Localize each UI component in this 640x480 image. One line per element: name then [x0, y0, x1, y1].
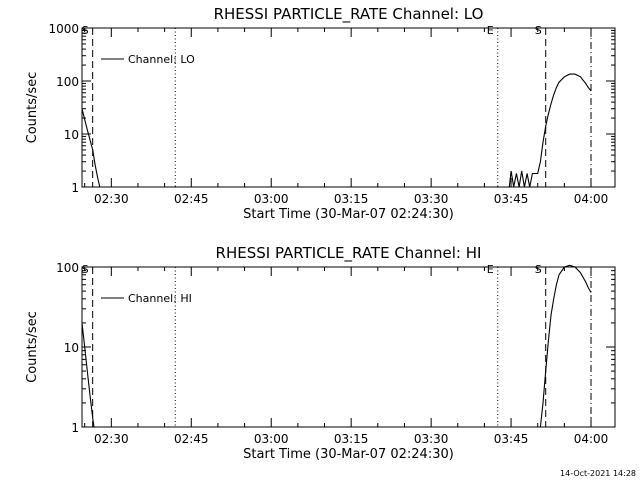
panel-2-legend-label: Channel: HI: [128, 292, 192, 305]
panel-1-series-line: [81, 108, 101, 188]
panel-1-x-tick-label: 02:30: [94, 192, 129, 206]
panel-1-y-axis-label: Counts/sec: [25, 72, 40, 144]
panel-2-x-tick-label: 04:00: [574, 432, 609, 446]
panel-1-legend-label: Channel: LO: [128, 53, 195, 66]
panel-2-x-tick-label: 02:45: [174, 432, 209, 446]
panel-2-x-tick-label: 03:00: [254, 432, 289, 446]
panel-1-y-tick-label: 1000: [48, 22, 79, 36]
panel-2-flag-e: E: [487, 263, 494, 276]
panel-1-x-tick-label: 03:45: [494, 192, 529, 206]
panel-1-flag-e: E: [487, 24, 494, 37]
panel-2-axes-frame: [81, 266, 616, 428]
panel-1-title: RHESSI PARTICLE_RATE Channel: LO: [214, 5, 484, 24]
panel-1-series-line: [508, 73, 592, 188]
footer-timestamp: 14-Oct-2021 14:28: [560, 469, 636, 478]
panel-1-flag-s: S: [535, 24, 542, 37]
panel-2-y-tick-label: 1: [71, 421, 79, 435]
panel-1-x-tick-label: 03:15: [334, 192, 369, 206]
panel-2-y-tick-label: 10: [64, 341, 79, 355]
panel-2-series-line: [539, 264, 592, 428]
panel-2-flag-s: S: [82, 263, 89, 276]
panel-1-x-tick-label: 04:00: [574, 192, 609, 206]
panel-1-flag-s: S: [82, 24, 89, 37]
panel-2-x-tick-label: 03:30: [414, 432, 449, 446]
panel-1-y-tick-label: 1: [71, 181, 79, 195]
panel-2-x-tick-label: 03:15: [334, 432, 369, 446]
panel-2-x-tick-label: 03:45: [494, 432, 529, 446]
panel-2-x-axis-label: Start Time (30-Mar-07 02:24:30): [243, 447, 454, 462]
panel-2-y-axis-label: Counts/sec: [25, 311, 40, 383]
panel-2-x-tick-label: 02:30: [94, 432, 129, 446]
panel-1-x-tick-label: 03:00: [254, 192, 289, 206]
panel-2-y-tick-label: 100: [56, 261, 79, 275]
panel-1-y-tick-label: 100: [56, 75, 79, 89]
panel-1-axes-frame: [81, 27, 616, 188]
panel-1-x-axis-label: Start Time (30-Mar-07 02:24:30): [243, 207, 454, 222]
panel-1-x-tick-label: 02:45: [174, 192, 209, 206]
panel-2-series-line: [81, 322, 95, 428]
panel-1-x-tick-label: 03:30: [414, 192, 449, 206]
panel-2-flag-s: S: [535, 263, 542, 276]
panel-1-y-tick-label: 10: [64, 128, 79, 142]
panel-2-title: RHESSI PARTICLE_RATE Channel: HI: [216, 244, 482, 263]
